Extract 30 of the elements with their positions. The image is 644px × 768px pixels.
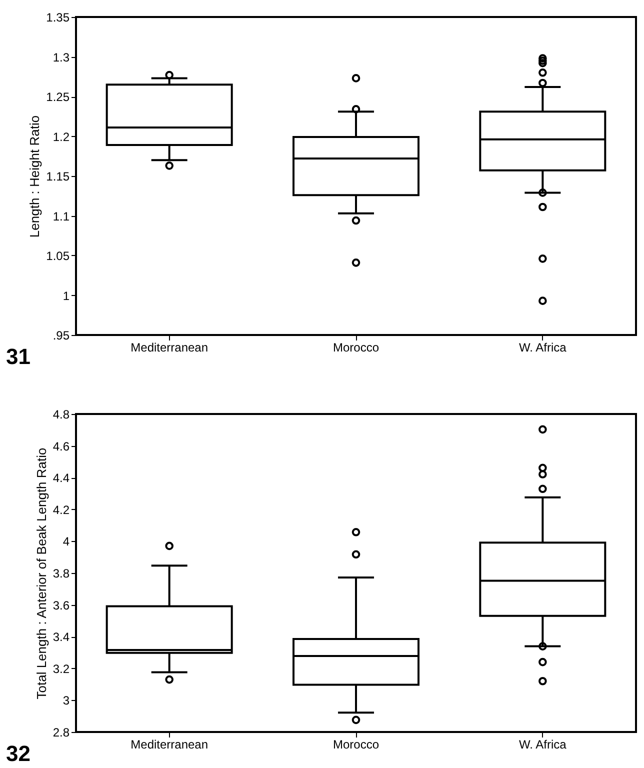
y-tick-label: 4.4	[52, 471, 70, 486]
y-tick-label: 3.2	[52, 662, 70, 676]
y-axis-title: Length : Height Ratio	[27, 115, 42, 238]
y-tick-label: 4.8	[52, 408, 70, 422]
y-tick-label: 1.05	[46, 249, 70, 263]
y-tick-label: 1.3	[52, 50, 70, 64]
y-tick-label: 4.6	[52, 439, 70, 454]
x-tick-label: W. Africa	[518, 738, 567, 752]
x-tick-label: Morocco	[332, 340, 380, 354]
text: 32	[6, 741, 30, 766]
y-tick-label: 3.4	[52, 630, 70, 644]
x-tick-label: Mediterranean	[130, 340, 208, 354]
text: 31	[6, 344, 30, 369]
y-tick-label: 1.35	[46, 10, 70, 24]
y-tick-label: 4	[62, 534, 70, 549]
y-tick-label: 1.15	[46, 170, 70, 184]
y-tick-label: 4.2	[52, 502, 70, 517]
y-tick-label: 2.8	[52, 726, 70, 740]
x-tick-label: W. Africa	[518, 340, 567, 354]
y-tick-label: 3	[62, 694, 70, 708]
y-tick-label: 3.6	[52, 598, 70, 612]
y-tick-label: 1.2	[52, 130, 70, 144]
y-tick-label: 1.1	[52, 209, 70, 224]
x-tick-label: Morocco	[332, 738, 380, 752]
y-axis-title: Total Length : Anterior of Beak Length Ratio	[34, 448, 49, 700]
y-tick-label: 1	[62, 288, 70, 303]
y-tick-label: 3.8	[52, 566, 70, 580]
y-tick-label: .95	[52, 328, 70, 342]
x-tick-label: Mediterranean	[130, 738, 208, 752]
y-tick-label: 1.25	[46, 90, 70, 104]
